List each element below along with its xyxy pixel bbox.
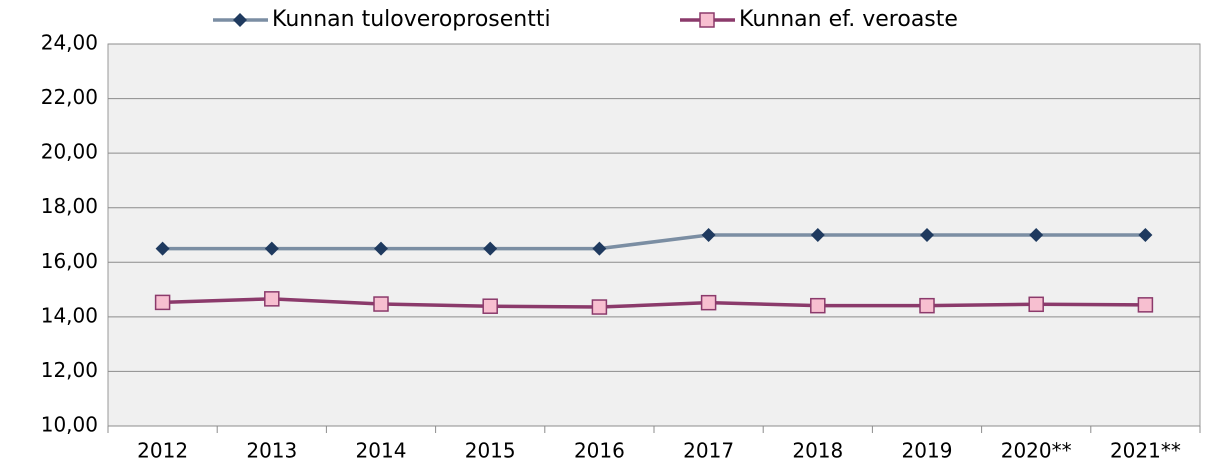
series-line [162,297,1146,309]
data-point [1138,228,1153,242]
data-point [154,294,171,311]
y-tick-label: 10,00 [41,413,98,437]
x-tick-label: 2018 [792,439,843,463]
data-point [1029,228,1044,242]
y-tick-label: 18,00 [41,194,98,218]
y-tick-label: 22,00 [41,85,98,109]
x-tick-label: 2012 [137,439,188,463]
y-tick-label: 16,00 [41,249,98,273]
data-point [1028,296,1044,313]
data-point [1137,297,1154,313]
data-point [373,296,389,312]
legend-label: Kunnan ef. veroaste [739,7,958,32]
series-line [162,233,1146,251]
data-point [592,241,607,256]
x-tick-label: 2013 [246,439,297,463]
data-point [700,294,717,311]
data-point [374,241,388,256]
data-point [482,298,498,314]
x-tick-label: 2019 [902,439,953,463]
y-tick-label: 14,00 [41,303,98,327]
legend-label: Kunnan tuloveroprosentti [272,7,551,32]
x-tick-label: 2020** [1001,439,1072,463]
x-tick-label: 2016 [574,439,625,463]
legend-marker [233,13,247,27]
y-tick-label: 24,00 [41,31,98,55]
data-point [919,297,935,314]
data-point [483,241,498,256]
y-tick-label: 20,00 [41,140,98,164]
x-tick-label: 2017 [683,439,734,463]
x-tick-label: 2021** [1110,439,1181,463]
legend-marker [699,12,715,28]
data-point [701,228,716,242]
data-point [264,291,280,307]
data-point [810,297,826,314]
data-point [155,241,170,256]
data-point [264,241,279,256]
x-tick-label: 2014 [356,439,407,463]
data-point [591,299,608,315]
data-point [810,228,825,242]
data-point [920,228,934,242]
y-tick-label: 12,00 [41,358,98,382]
x-tick-label: 2015 [465,439,516,463]
